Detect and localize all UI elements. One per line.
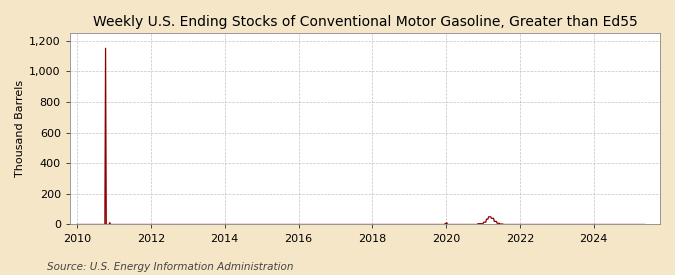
Title: Weekly U.S. Ending Stocks of Conventional Motor Gasoline, Greater than Ed55: Weekly U.S. Ending Stocks of Conventiona… xyxy=(92,15,637,29)
Y-axis label: Thousand Barrels: Thousand Barrels xyxy=(15,80,25,177)
Text: Source: U.S. Energy Information Administration: Source: U.S. Energy Information Administ… xyxy=(47,262,294,272)
